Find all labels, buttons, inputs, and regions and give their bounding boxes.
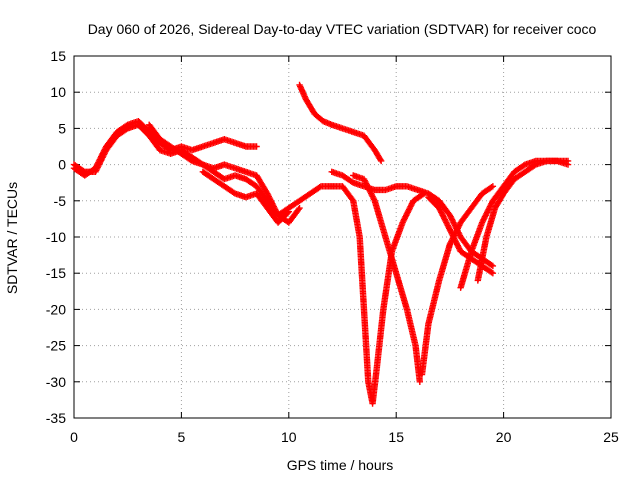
data-point-plus bbox=[349, 196, 356, 203]
y-tick-label: -10 bbox=[46, 229, 66, 245]
y-tick-label: -15 bbox=[46, 265, 66, 281]
series-arc-4 bbox=[199, 168, 292, 226]
x-tick-label: 0 bbox=[70, 429, 78, 445]
series-arc-3 bbox=[145, 121, 303, 226]
data-point-plus bbox=[377, 156, 384, 163]
data-point-plus bbox=[295, 206, 302, 213]
data-point-plus bbox=[284, 209, 291, 216]
series-arc-1 bbox=[70, 121, 428, 407]
data-point-plus bbox=[488, 261, 495, 269]
data-point-plus bbox=[531, 162, 538, 169]
data-point-plus bbox=[520, 162, 527, 169]
y-tick-label: 10 bbox=[50, 84, 66, 100]
y-tick-label: -5 bbox=[54, 193, 67, 209]
data-point-plus bbox=[489, 270, 497, 277]
data-point-plus bbox=[230, 189, 237, 196]
x-tick-label: 5 bbox=[178, 429, 186, 445]
data-point-plus bbox=[187, 156, 194, 164]
data-point-plus bbox=[488, 269, 495, 276]
data-point-plus bbox=[416, 378, 424, 385]
data-point-plus bbox=[348, 178, 356, 185]
y-tick-label: -30 bbox=[46, 374, 66, 390]
data-point-plus bbox=[253, 143, 260, 150]
y-tick-label: -20 bbox=[46, 301, 66, 317]
data-points bbox=[70, 81, 572, 407]
series-arc-11 bbox=[474, 157, 572, 284]
data-point-plus bbox=[377, 157, 385, 165]
data-point-plus bbox=[285, 208, 292, 215]
data-point-plus bbox=[296, 204, 303, 212]
data-point-plus bbox=[123, 122, 130, 129]
y-tick-label: -35 bbox=[46, 410, 66, 426]
series-arc-5 bbox=[296, 81, 385, 165]
y-axis-label: SDTVAR / TECUs bbox=[4, 182, 20, 294]
x-axis-label: GPS time / hours bbox=[287, 457, 394, 473]
y-tick-label: 5 bbox=[58, 120, 66, 136]
y-tick-label: 15 bbox=[50, 48, 66, 64]
data-point-plus bbox=[489, 183, 497, 190]
x-tick-label: 20 bbox=[496, 429, 512, 445]
y-tick-label: -25 bbox=[46, 338, 66, 354]
data-point-plus bbox=[489, 262, 497, 270]
x-tick-label: 15 bbox=[388, 429, 404, 445]
data-point-plus bbox=[488, 184, 495, 191]
chart-grid bbox=[74, 56, 611, 418]
chart-title: Day 060 of 2026, Sidereal Day-to-day VTE… bbox=[88, 21, 597, 37]
x-tick-label: 25 bbox=[603, 429, 619, 445]
axis-ticks: 0 5 10 15 20 25 -35 -30 -25 -20 -15 -10 -5 0 5 10 15 bbox=[46, 48, 619, 445]
data-point-plus bbox=[564, 157, 572, 165]
y-tick-label: 0 bbox=[58, 157, 66, 173]
x-tick-label: 10 bbox=[281, 429, 297, 445]
data-point-plus bbox=[316, 184, 323, 191]
